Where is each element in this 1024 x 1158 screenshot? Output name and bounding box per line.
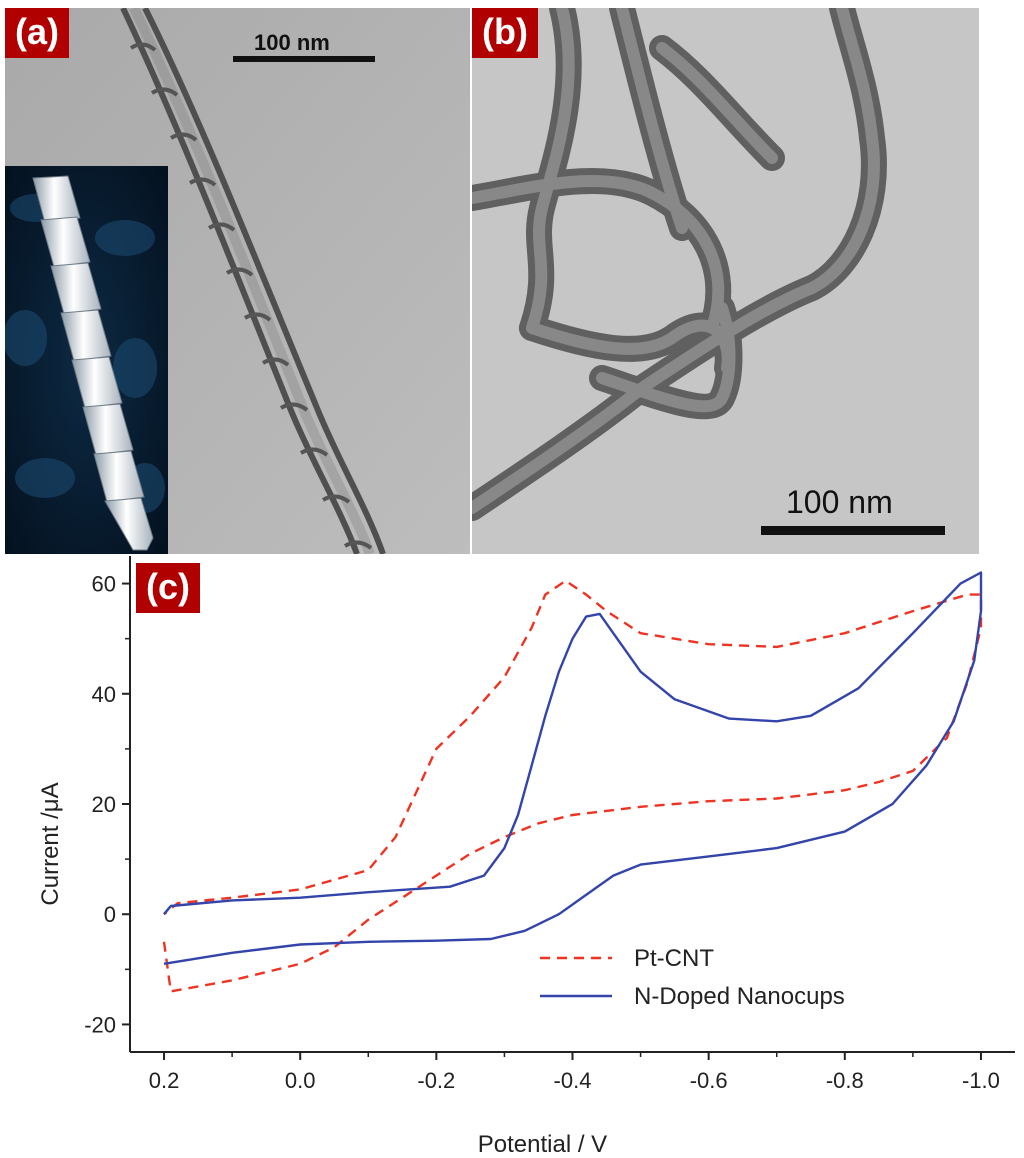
- series-line-pt-cnt: [162, 579, 983, 993]
- nanocup-tem-image: [5, 8, 470, 554]
- nanocup-3d-model-inset: [5, 166, 168, 554]
- y-tick-label: -20: [84, 1012, 116, 1037]
- nanocup-compartments: [129, 42, 373, 550]
- panel-c-label: (c): [136, 563, 200, 613]
- x-tick-label: 0.0: [285, 1068, 316, 1093]
- chart-axes: 0.2 0.0 -0.2 -0.4 -0.6 -0.8 -1.0 -20 0 20 40 60 Pote…: [37, 556, 1015, 1158]
- y-tick-label: 20: [92, 792, 116, 817]
- tem-image-panel-a: (a) 100 nm: [5, 8, 470, 554]
- pt-cnt-tem-image: [472, 8, 979, 554]
- chart-legend: Pt-CNT N-Doped Nanocups: [540, 945, 845, 1010]
- x-tick-label: -0.8: [826, 1068, 864, 1093]
- tem-image-panel-b: (b) 100 nm: [472, 8, 979, 554]
- y-tick-label: 0: [104, 902, 116, 927]
- panel-a-label: (a): [5, 8, 69, 58]
- legend-label: N-Doped Nanocups: [634, 983, 845, 1010]
- panel-b-scale-bar: [761, 526, 945, 535]
- x-axis-title: Potential / V: [478, 1131, 607, 1158]
- series-line-n-doped-nanocups: [163, 571, 983, 965]
- y-tick-label: 40: [92, 682, 116, 707]
- x-tick-label: -1.0: [962, 1068, 1000, 1093]
- panel-a-scale-bar-label: 100 nm: [254, 30, 330, 55]
- x-tick-label: -0.4: [554, 1068, 592, 1093]
- y-tick-label: 60: [92, 572, 116, 597]
- panel-b-label: (b): [472, 8, 538, 58]
- chart-series: [162, 571, 983, 993]
- panel-a-scale-bar: [233, 56, 375, 62]
- panel-b-scale-bar-label: 100 nm: [786, 484, 893, 520]
- x-tick-label: -0.6: [690, 1068, 728, 1093]
- x-tick-label: 0.2: [149, 1068, 180, 1093]
- cyclic-voltammetry-chart: 0.2 0.0 -0.2 -0.4 -0.6 -0.8 -1.0 -20 0 20 40 60 Pote…: [37, 556, 1015, 1158]
- x-tick-label: -0.2: [417, 1068, 455, 1093]
- legend-label: Pt-CNT: [634, 945, 714, 972]
- y-axis-title: Current /μA: [37, 782, 64, 905]
- carbon-nanotubes: [472, 8, 887, 521]
